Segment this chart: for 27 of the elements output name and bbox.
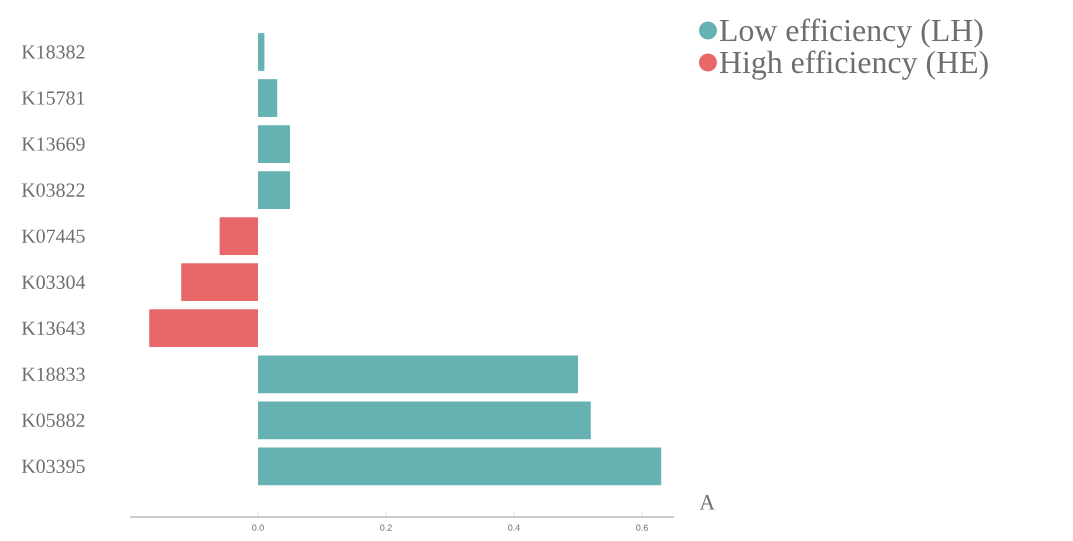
bar: [181, 263, 259, 302]
x-tick-label: 0.6: [636, 524, 648, 531]
bar: [258, 33, 265, 71]
bar: [258, 401, 591, 440]
x-tick-label: 0.4: [508, 524, 520, 531]
y-tick-label: K03822: [21, 183, 85, 197]
y-tick-label: K13643: [21, 321, 85, 335]
bar: [258, 171, 291, 209]
y-tick-label: K05882: [21, 413, 85, 428]
bar: [149, 309, 259, 348]
y-tick-label: K18382: [21, 45, 85, 59]
y-tick-label: K03395: [21, 459, 85, 474]
y-tick-label: K03304: [21, 275, 86, 289]
bar: [219, 217, 259, 256]
bar: [258, 125, 291, 163]
legend-label: High efficiency (HE): [719, 50, 988, 80]
bar: [258, 355, 579, 394]
x-tick-label: 0.0: [252, 524, 264, 531]
x-tick-label: 0.2: [380, 524, 392, 531]
y-tick-label: K13669: [21, 137, 85, 151]
text: A: [699, 495, 715, 510]
y-tick-label: K15781: [21, 91, 85, 105]
bar: [258, 447, 662, 486]
y-tick-label: K18833: [21, 367, 85, 381]
legend-label: Low efficiency (LH): [719, 18, 983, 48]
y-tick-label: K07445: [21, 229, 85, 243]
bar: [258, 79, 278, 117]
